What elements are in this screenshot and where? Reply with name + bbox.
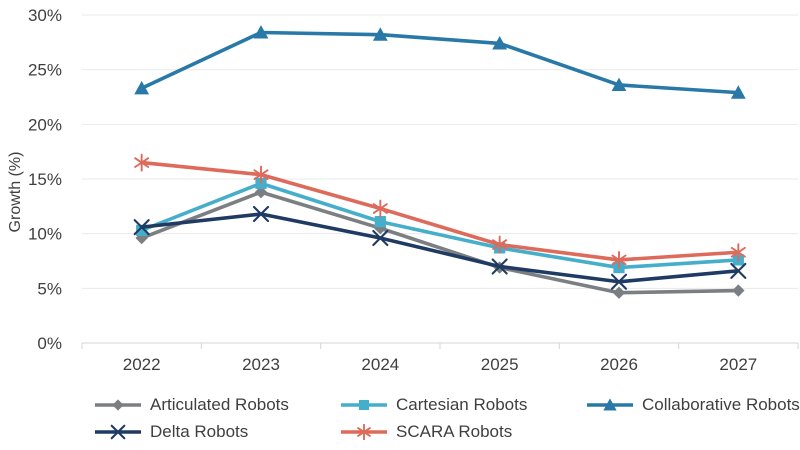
line-chart-svg: 0% 5% 10% 15% 20% 25% 30% 2022 2023 2024 2025 2026 2…: [7, 6, 799, 374]
triangle-marker-icon: [492, 36, 508, 50]
triangle-marker-icon: [730, 85, 746, 99]
series-line-collaborative-robots: [140, 30, 739, 95]
x-axis-tick-label: 2024: [361, 355, 399, 374]
asterisk-marker-icon: [730, 243, 746, 262]
triangle-marker-icon: [253, 25, 269, 39]
legend-label: SCARA Robots: [396, 421, 513, 441]
cartesian-robots-legend-marker-icon: [341, 399, 387, 410]
chart-legend: Articulated Robots Cartesian Robots Coll…: [93, 391, 800, 445]
diamond-marker-icon: [112, 398, 124, 411]
asterisk-marker-icon: [134, 153, 150, 172]
y-axis-tick-label: 5%: [37, 279, 62, 298]
triangle-marker-icon: [611, 77, 627, 92]
collaborative-robots-legend-marker-icon: [587, 397, 633, 410]
x-marker-icon: [110, 424, 126, 439]
legend-label: Delta Robots: [150, 421, 249, 441]
diamond-marker-icon: [612, 286, 626, 299]
legend-label: Articulated Robots: [150, 394, 289, 414]
diamond-marker-icon: [254, 185, 268, 199]
asterisk-marker-icon: [372, 199, 388, 218]
x-marker-icon: [491, 258, 508, 275]
asterisk-marker-icon: [253, 165, 269, 184]
legend-item-collaborative-robots: Collaborative Robots: [585, 395, 800, 415]
scara-robots-legend-marker-icon: [341, 423, 387, 440]
x-marker-icon: [372, 229, 389, 247]
series-line-cartesian-robots: [141, 181, 739, 270]
square-marker-icon: [136, 224, 148, 236]
square-marker-icon: [374, 216, 386, 228]
asterisk-marker-icon: [611, 250, 627, 269]
y-axis-tick-label: 0%: [37, 334, 62, 353]
triangle-marker-icon: [134, 80, 150, 95]
legend-item-delta-robots: Delta Robots: [93, 422, 339, 442]
x-marker-icon: [252, 205, 270, 223]
legend-label: Cartesian Robots: [396, 394, 528, 414]
y-axis-tick-label: 25%: [28, 61, 62, 80]
series-line-scara-robots: [141, 160, 739, 262]
legend-item-articulated-robots: Articulated Robots: [93, 395, 339, 415]
series-line-delta-robots: [141, 212, 739, 284]
x-marker-icon: [730, 262, 747, 279]
asterisk-marker-icon: [357, 423, 371, 440]
legend-item-cartesian-robots: Cartesian Robots: [339, 395, 585, 415]
legend-label: Collaborative Robots: [642, 394, 800, 414]
diamond-marker-icon: [732, 284, 745, 297]
x-marker-icon: [133, 219, 150, 236]
y-axis-tick-label: 15%: [28, 170, 62, 189]
x-axis-tick-label: 2026: [600, 355, 638, 374]
triangle-marker-icon: [603, 397, 617, 410]
y-axis-tick-label: 10%: [28, 225, 62, 244]
articulated-robots-legend-marker-icon: [95, 398, 141, 411]
x-axis-tick-label: 2027: [719, 355, 757, 374]
legend-item-scara-robots: SCARA Robots: [339, 422, 585, 442]
delta-robots-legend-marker-icon: [95, 424, 141, 439]
y-axis-title: Growth (%): [7, 152, 24, 233]
square-marker-icon: [358, 399, 370, 410]
asterisk-marker-icon: [492, 235, 508, 254]
y-axis-tick-label: 20%: [28, 115, 62, 134]
triangle-marker-icon: [372, 27, 388, 41]
x-axis-tick-label: 2023: [242, 355, 280, 374]
series-line-articulated-robots: [141, 190, 739, 295]
x-marker-icon: [610, 273, 628, 290]
x-axis-tick-label: 2025: [481, 355, 519, 374]
y-axis-tick-label: 30%: [28, 6, 62, 25]
x-axis-tick-label: 2022: [123, 355, 161, 374]
